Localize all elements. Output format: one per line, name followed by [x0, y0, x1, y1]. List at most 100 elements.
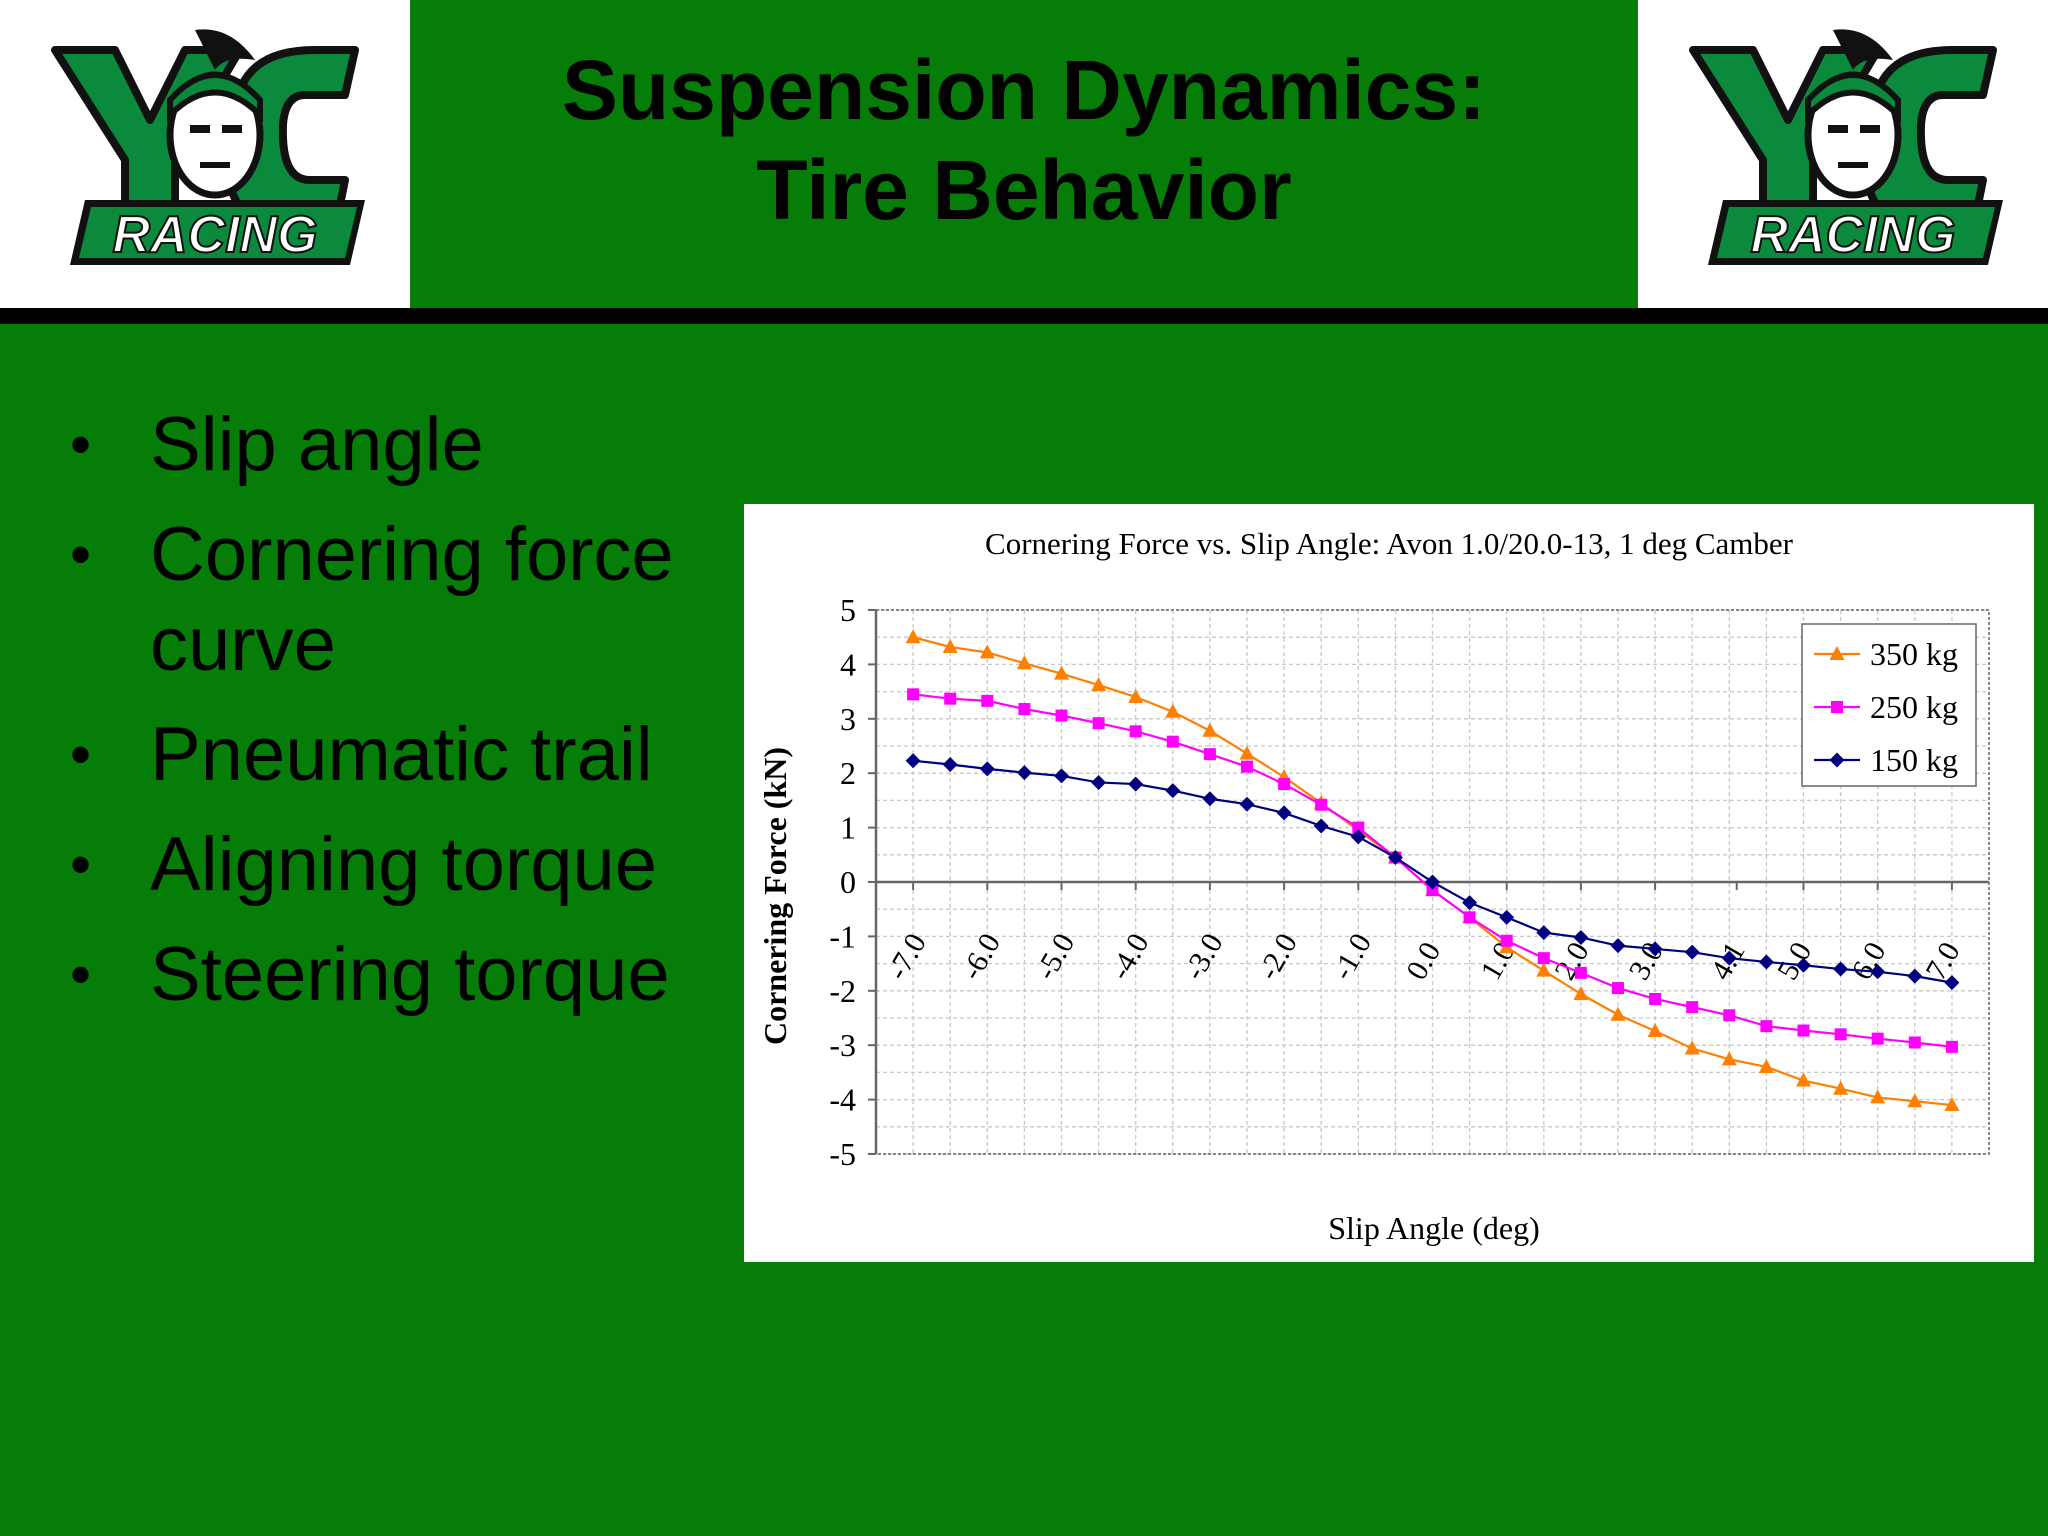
data-point [1760, 1020, 1773, 1033]
data-point [905, 753, 921, 769]
data-point [1462, 895, 1478, 911]
slide-header: RACING Suspension Dynamics: Tire Behavio… [0, 0, 2048, 308]
logo-left: RACING [0, 0, 410, 308]
bullet-item: • Slip angle [70, 402, 484, 487]
data-point [1165, 703, 1181, 718]
data-point [1165, 783, 1181, 799]
x-tick-label: -4.0 [1103, 928, 1155, 986]
data-point [1091, 677, 1107, 692]
data-point [1426, 884, 1439, 897]
data-point [1054, 665, 1069, 680]
data-point [1721, 1051, 1737, 1066]
team-logo-icon: RACING [1689, 29, 2003, 265]
data-point [1129, 725, 1142, 738]
data-point [1574, 966, 1587, 979]
data-point [1796, 1072, 1811, 1087]
data-point [1908, 1036, 1921, 1049]
chart-panel: Cornering Force vs. Slip Angle: Avon 1.0… [744, 504, 2034, 1262]
svg-text:RACING: RACING [112, 206, 317, 264]
data-point [1833, 961, 1849, 977]
data-point [1723, 1009, 1736, 1022]
data-point [1833, 1080, 1849, 1095]
data-point [1944, 1097, 1960, 1112]
data-point [1128, 776, 1144, 792]
data-point [1907, 968, 1923, 984]
data-point [1870, 964, 1886, 980]
legend-swatch-marker [1829, 646, 1845, 660]
data-point [1573, 986, 1589, 1001]
data-point [1352, 821, 1365, 834]
data-point [1016, 655, 1032, 670]
data-point [1278, 778, 1291, 791]
y-tick-label: 3 [840, 701, 856, 737]
data-point [905, 629, 921, 644]
data-point [1871, 1032, 1884, 1045]
data-point [1239, 796, 1255, 812]
data-point [1499, 909, 1515, 925]
data-point [1202, 722, 1218, 737]
data-point [1313, 818, 1329, 834]
data-point [1684, 1040, 1700, 1055]
series [905, 629, 1960, 1112]
data-point [1018, 703, 1031, 716]
data-point [1315, 798, 1328, 811]
data-point [942, 638, 958, 653]
data-point [1945, 1040, 1958, 1053]
data-point [1536, 925, 1552, 941]
svg-text:RACING: RACING [1750, 206, 1955, 264]
data-point [907, 688, 920, 701]
data-point [1536, 962, 1552, 977]
data-point [944, 692, 957, 705]
data-point [1610, 938, 1626, 954]
title-line-2: Tire Behavior [756, 143, 1292, 237]
legend-entry: 350 kg [1870, 636, 1958, 672]
data-point [1092, 717, 1105, 730]
data-point [1500, 934, 1513, 947]
bullet-item: • Pneumatic trail [70, 712, 653, 797]
y-tick-label: 2 [840, 755, 856, 791]
data-point [1686, 1001, 1699, 1014]
y-tick-label: 0 [840, 864, 856, 900]
bullet-item: • Steering torque [70, 932, 670, 1017]
data-point [1241, 760, 1253, 773]
data-point [1796, 957, 1811, 973]
legend-entry: 250 kg [1870, 689, 1958, 725]
x-tick-label: 3.0 [1623, 937, 1670, 986]
legend-swatch-marker [1831, 701, 1843, 713]
data-point [1649, 992, 1662, 1005]
y-tick-label: 5 [840, 592, 856, 628]
data-point [1054, 768, 1069, 784]
data-point [1610, 1006, 1626, 1021]
header-divider [0, 308, 2048, 324]
data-point [1091, 774, 1107, 790]
page-title: Suspension Dynamics: Tire Behavior [410, 40, 1638, 240]
data-point [1612, 982, 1624, 995]
data-point [1128, 689, 1144, 704]
data-point [1463, 911, 1476, 924]
data-point [1573, 929, 1589, 945]
data-point [979, 644, 995, 659]
data-point [1721, 950, 1737, 966]
logo-right: RACING [1638, 0, 2048, 308]
team-logo-icon: RACING [51, 29, 365, 265]
data-point [1276, 805, 1292, 821]
legend-entry: 150 kg [1870, 742, 1958, 778]
data-point [942, 756, 958, 772]
y-tick-label: -4 [829, 1082, 856, 1118]
data-point [1834, 1028, 1847, 1041]
data-point [1758, 1058, 1774, 1073]
cornering-force-chart: Cornering Force vs. Slip Angle: Avon 1.0… [757, 526, 1990, 1246]
data-point [1647, 941, 1663, 957]
data-point [1202, 791, 1218, 807]
bullet-item: • Aligning torque [70, 822, 658, 907]
data-point [1797, 1024, 1810, 1037]
data-point [1166, 735, 1179, 748]
data-point [1684, 944, 1700, 960]
x-axis-label: Slip Angle (deg) [1328, 1210, 1540, 1246]
data-point [1239, 745, 1255, 760]
data-point [1944, 975, 1960, 991]
y-tick-label: -1 [829, 918, 856, 954]
y-tick-label: 1 [840, 810, 856, 846]
data-point [1055, 709, 1068, 722]
data-point [981, 694, 994, 707]
